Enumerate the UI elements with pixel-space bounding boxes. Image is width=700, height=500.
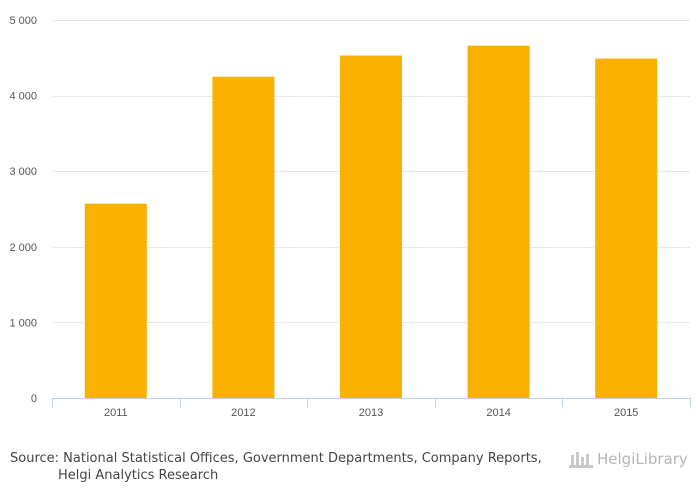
bar-2014 (467, 45, 530, 398)
x-axis-labels: 2011 2012 2013 2014 2015 (104, 407, 638, 419)
source-line-2: Helgi Analytics Research (58, 468, 219, 483)
y-tick-label: 2 000 (9, 242, 37, 254)
bar-2013 (340, 55, 402, 398)
bars (84, 45, 658, 398)
bar-2011 (84, 203, 147, 398)
x-tick-label: 2012 (231, 407, 255, 419)
x-tick-label: 2013 (359, 407, 383, 419)
source-line-1: Source: National Statistical Offices, Go… (10, 451, 542, 466)
helgi-library-logo: HelgiLibrary (568, 449, 688, 469)
bar-2015 (595, 58, 658, 398)
y-tick-label: 3 000 (9, 166, 37, 178)
y-tick-label: 4 000 (9, 91, 37, 103)
y-axis-labels: 0 1 000 2 000 3 000 4 000 5 000 (9, 15, 37, 405)
logo-text: HelgiLibrary (597, 450, 688, 468)
x-axis (52, 398, 691, 407)
bar-2012 (212, 76, 275, 398)
y-tick-label: 5 000 (9, 15, 37, 27)
x-tick-label: 2011 (104, 407, 128, 419)
source-note: Source: National Statistical Offices, Go… (10, 450, 542, 484)
x-tick-label: 2015 (614, 407, 638, 419)
library-building-icon (569, 452, 593, 468)
x-tick-label: 2014 (486, 407, 510, 419)
y-tick-label: 1 000 (9, 317, 37, 329)
y-tick-label: 0 (31, 393, 37, 405)
